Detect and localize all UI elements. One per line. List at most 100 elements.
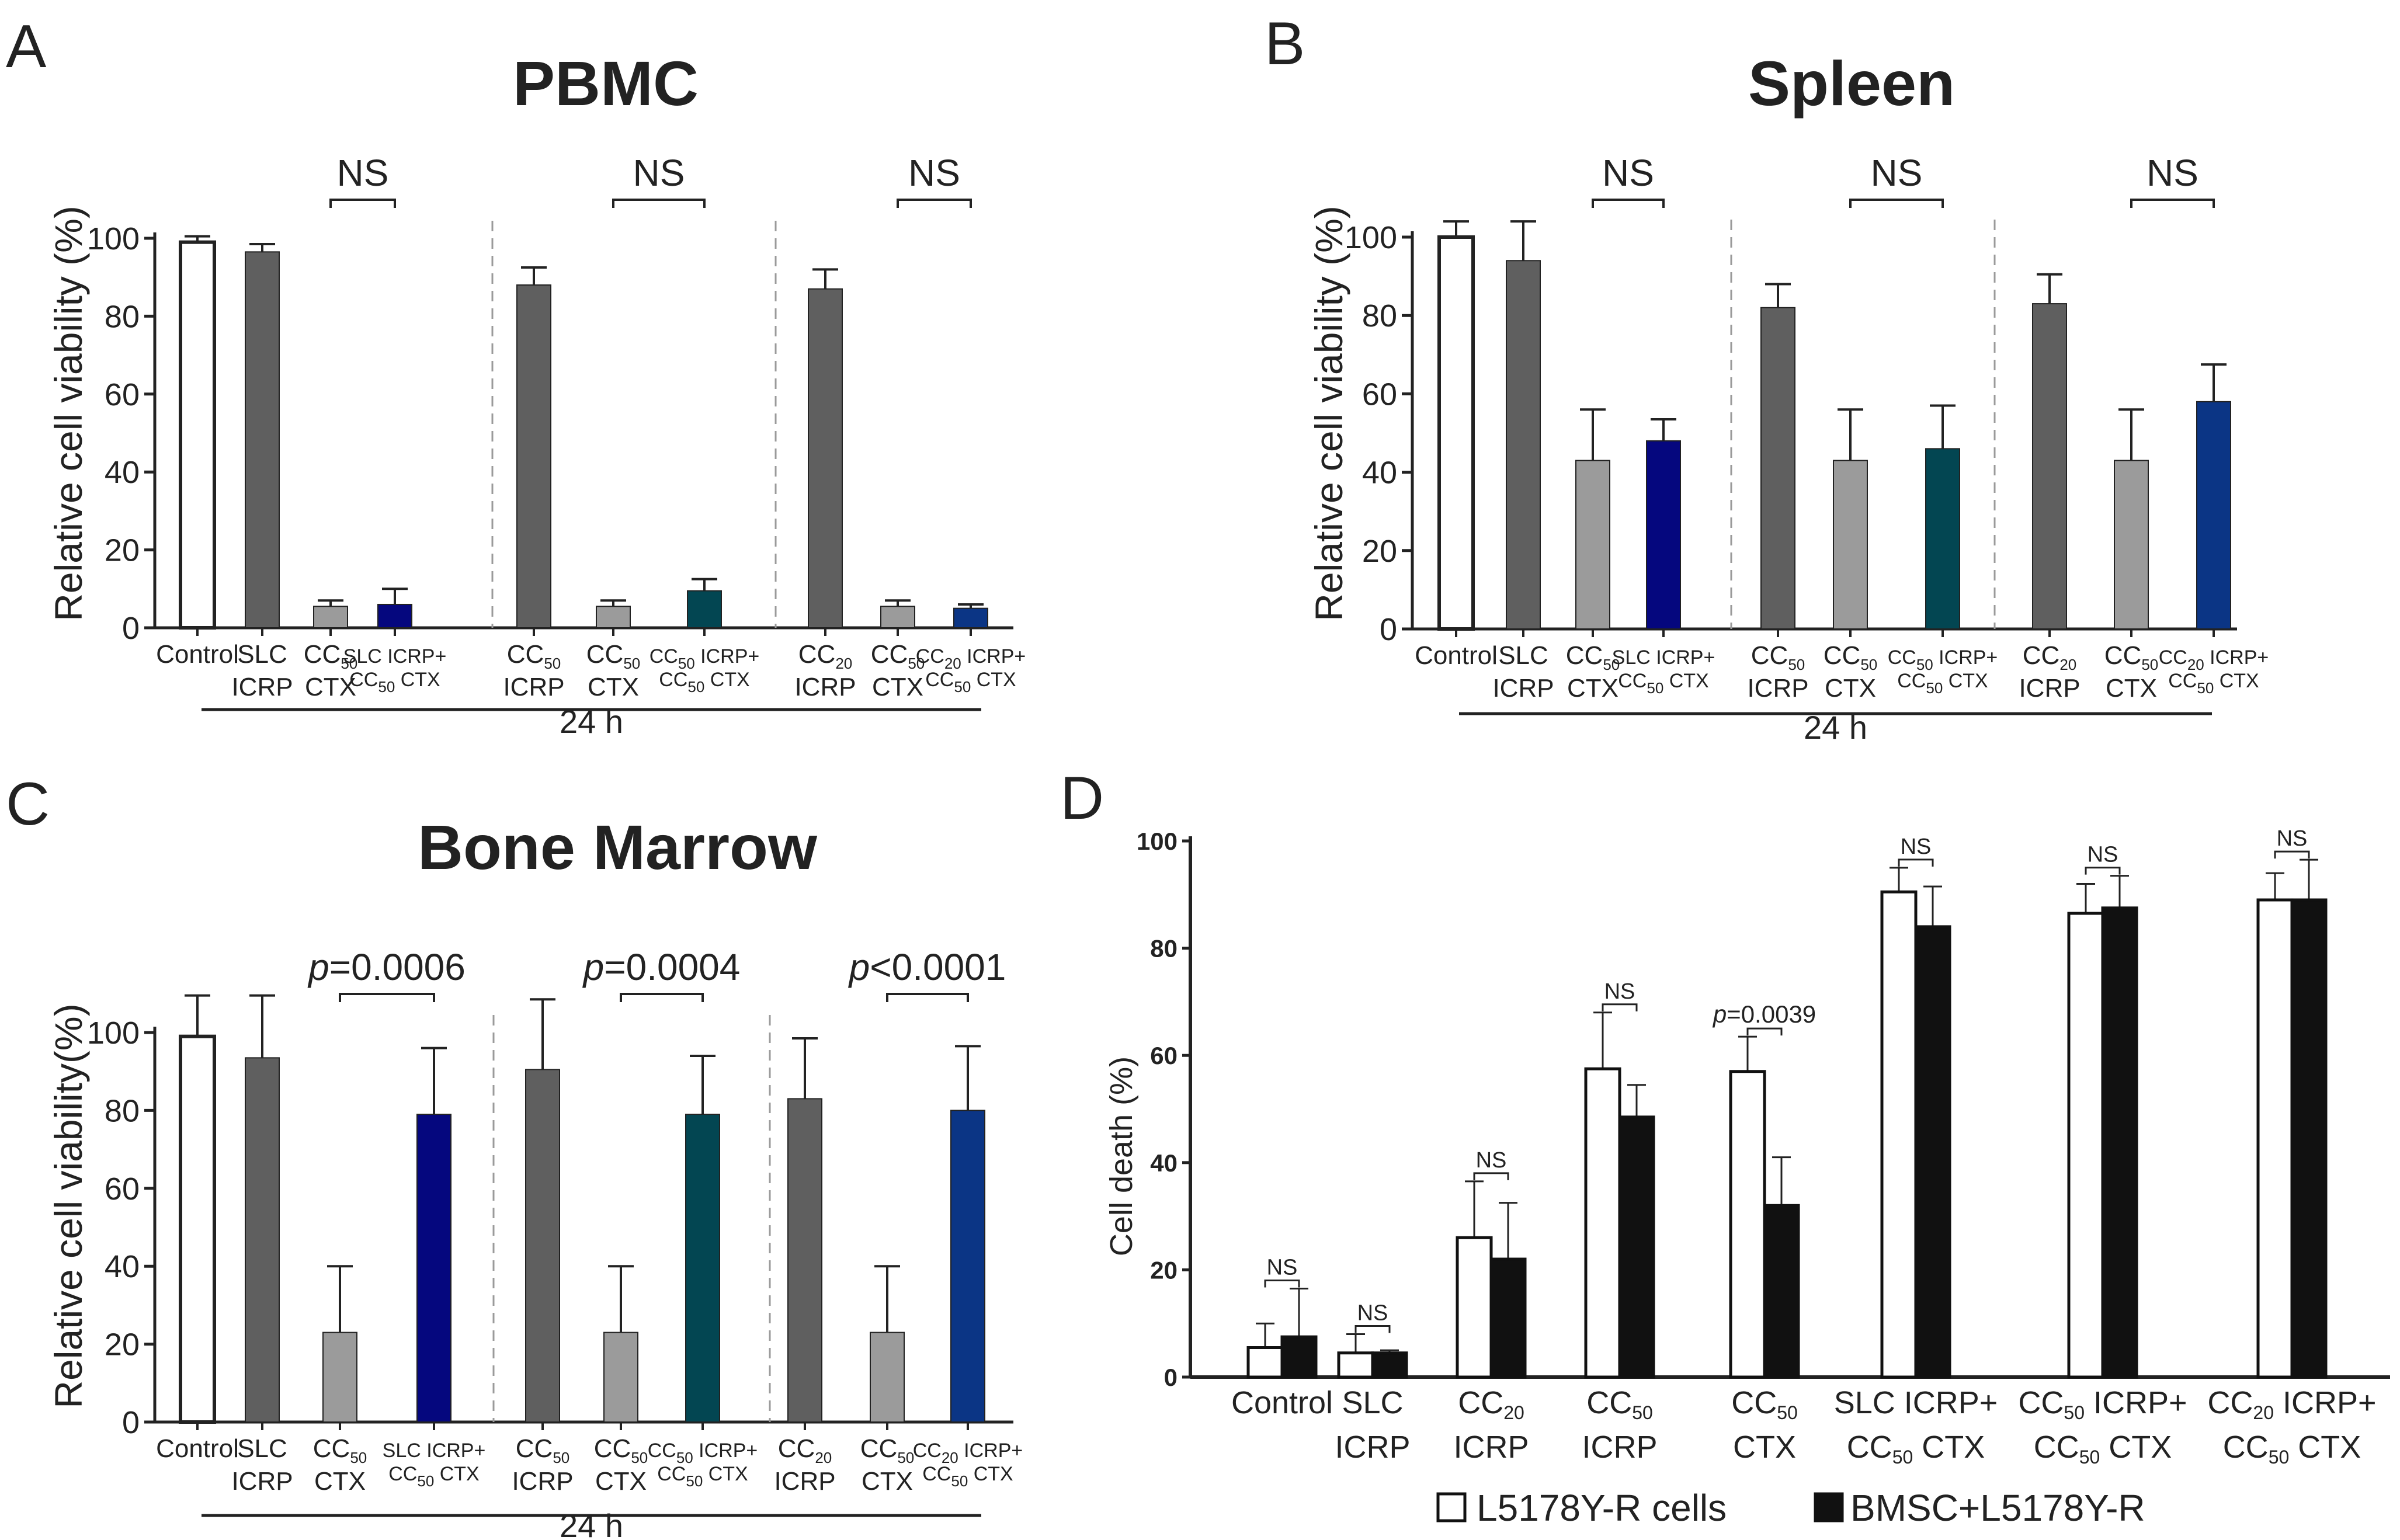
panel-c-bar <box>525 1069 560 1423</box>
panel-c-x-tick-label: SLC <box>237 1434 287 1463</box>
panel-d-significance-bracket <box>1473 1172 1509 1180</box>
panel-c-x-tick-label: CC50 <box>516 1434 569 1466</box>
panel-d-bar-bmsc <box>1489 1257 1527 1379</box>
panel-a-x-tick-label: SLC ICRP+ <box>343 645 447 668</box>
panel-c-bar <box>950 1110 985 1423</box>
panel-b-y-tick-label: 20 <box>1362 534 1397 569</box>
panel-b-y-tick-label: 100 <box>1345 220 1397 255</box>
panel-b-y-tick-label: 60 <box>1362 377 1397 412</box>
panel-c-bar <box>870 1332 905 1423</box>
panel-c-x-tick-label: CC20 <box>778 1434 832 1466</box>
panel-d-x-tick-label-line2: CC50 CTX <box>2223 1430 2361 1468</box>
panel-c-significance-bracket <box>620 993 704 1002</box>
panel-d-y-tick-label: 0 <box>1164 1364 1178 1391</box>
panel-c-significance-label: p=0.0006 <box>307 946 466 988</box>
panel-c-y-tick-label: 20 <box>105 1327 140 1362</box>
panel-a-bar <box>313 606 348 628</box>
panel-d-x-tick-label-line2: CTX <box>1733 1430 1796 1465</box>
panel-b-x-tick-label: SLC ICRP+ <box>1612 646 1715 669</box>
panel-c-x-tick-label: CC50 <box>860 1434 914 1466</box>
panel-c-x-tick-label-line2: ICRP <box>231 1467 293 1496</box>
panel-b-y-axis-label: Relative cell viability (%) <box>1307 206 1350 621</box>
panel-a-x-tick-label: CC20 ICRP+ <box>916 645 1026 672</box>
panel-d-bar-l5178y-r <box>1584 1067 1621 1379</box>
panel-b-significance-bracket <box>1849 199 1944 208</box>
panel-d-bar-bmsc <box>2101 906 2138 1379</box>
panel-d-significance-bracket <box>2085 867 2121 875</box>
panel-b-x-tick-label-line2: ICRP <box>1747 674 1808 703</box>
panel-b-bar <box>1575 460 1610 630</box>
panel-a-x-tick-label-line2: ICRP <box>503 673 564 701</box>
panel-d-significance-label: NS <box>1476 1148 1507 1173</box>
panel-d-x-tick-label: SLC <box>1342 1385 1403 1420</box>
panel-c-x-tick-label-line2: CC50 CTX <box>388 1463 479 1490</box>
panel-d-significance-label: NS <box>1604 979 1635 1004</box>
panel-b-significance-label: NS <box>1871 152 1923 194</box>
panel-b-x-tick-label: CC50 <box>1824 641 1877 673</box>
panel-c-y-tick-label: 60 <box>105 1171 140 1207</box>
panel-d-x-tick-label: CC50 <box>1586 1385 1653 1423</box>
panel-d-significance-bracket <box>1898 858 1934 867</box>
panel-c-title: Bone Marrow <box>418 812 818 882</box>
panel-b-y-tick-label: 40 <box>1362 456 1397 491</box>
panel-d: D Cell death (%) 0 20 40 60 80 100 NS Control NS… <box>1060 764 2390 1529</box>
panel-c-x-tick-label-line2: ICRP <box>512 1467 573 1496</box>
panel-b-y-tick-label: 80 <box>1362 298 1397 333</box>
panel-d-significance-bracket <box>1602 1003 1638 1011</box>
panel-c-significance-label: p=0.0004 <box>582 946 741 988</box>
panel-a-x-tick-label-line2: ICRP <box>231 673 293 701</box>
panel-d-significance-label: NS <box>2088 843 2118 867</box>
panel-b-x-tick-label-line2: CC50 CTX <box>2168 670 2259 697</box>
panel-d-y-tick-label: 40 <box>1150 1149 1178 1177</box>
panel-b-x-tick-label: CC50 <box>2104 641 2158 673</box>
panel-letter-d: D <box>1060 764 1104 832</box>
panel-d-significance-label: p=0.0039 <box>1712 1000 1816 1028</box>
panel-c-x-tick-label: CC50 <box>594 1434 648 1466</box>
panel-b-significance-label: NS <box>1602 152 1654 194</box>
panel-a-bar <box>687 590 722 629</box>
panel-a-bar <box>596 606 631 628</box>
panel-b-bar <box>1506 260 1541 630</box>
panel-a-title: PBMC <box>513 48 699 119</box>
panel-c-x-tick-label-line2: CC50 CTX <box>922 1463 1013 1490</box>
panel-a-x-tick-label: SLC <box>237 640 287 669</box>
panel-b-title: Spleen <box>1748 48 1955 119</box>
panel-b-bar <box>2032 303 2067 630</box>
panel-c-x-tick-label: SLC ICRP+ <box>383 1440 486 1462</box>
panel-a-x-tick-label-line2: CTX <box>872 673 923 701</box>
panel-d-bar-l5178y-r <box>1880 890 1918 1379</box>
panel-c-x-tick-label-line2: CTX <box>595 1467 647 1496</box>
panel-c-x-tick-label: Control <box>156 1434 239 1463</box>
panel-d-x-tick-label: CC50 <box>1731 1385 1798 1423</box>
panel-a-x-tick-label: CC20 <box>798 640 852 672</box>
legend-swatch-bmsc <box>1814 1492 1844 1522</box>
panel-c-x-tick-label: CC50 <box>313 1434 367 1466</box>
panel-b-x-tick-label: SLC <box>1498 641 1548 670</box>
panel-a: A PBMC Relative cell viability (%) 0 20 40… <box>6 13 1026 740</box>
panel-b-significance-bracket <box>2130 199 2215 208</box>
panel-a-significance-bracket <box>897 199 972 208</box>
panel-d-y-tick-label: 100 <box>1137 828 1178 855</box>
panel-b-time-label: 24 h <box>1804 709 1867 746</box>
panel-letter-a: A <box>6 13 47 81</box>
panel-a-x-tick-label: CC50 ICRP+ <box>650 645 760 672</box>
panel-b-x-tick-label-line2: CTX <box>1825 674 1876 703</box>
panel-b-x-tick-label: CC50 <box>1566 641 1620 673</box>
panel-d-x-tick-label: Control <box>1231 1385 1333 1420</box>
panel-d-x-tick-label-line2: ICRP <box>1582 1430 1657 1465</box>
panel-d-significance-label: NS <box>1357 1301 1388 1326</box>
panel-c: C Bone Marrow Relative cell viability(%)… <box>6 770 1023 1540</box>
panel-d-bar-l5178y-r <box>2067 912 2104 1379</box>
panel-a-bar <box>377 603 412 628</box>
panel-a-significance-label: NS <box>908 152 960 194</box>
panel-a-y-tick-label: 20 <box>105 533 140 568</box>
panel-c-y-tick-label: 100 <box>87 1016 140 1051</box>
panel-c-significance-bracket <box>886 993 969 1002</box>
panel-d-x-tick-label: SLC ICRP+ <box>1834 1385 1998 1420</box>
panel-d-significance-label: NS <box>1267 1256 1298 1280</box>
panel-a-bar <box>953 607 988 629</box>
panel-d-significance-bracket <box>1264 1280 1300 1288</box>
legend-label-bmsc: BMSC+L5178Y-R <box>1850 1487 2145 1529</box>
panel-a-x-tick-label: Control <box>156 640 239 669</box>
